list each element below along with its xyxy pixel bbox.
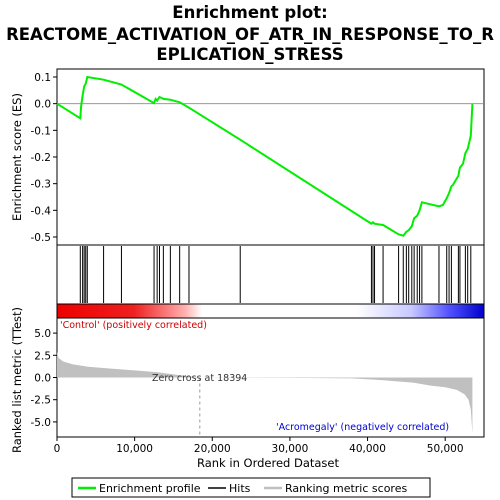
x-tick-label: 0 bbox=[54, 443, 61, 455]
positive-correlation-label: 'Control' (positively correlated) bbox=[60, 320, 207, 331]
metric-y-axis-label: Ranked list metric (TTest) bbox=[10, 307, 24, 453]
metric-y-tick-label: -2.5 bbox=[31, 395, 52, 407]
hits-panel-frame bbox=[56, 244, 485, 305]
x-axis-label: Rank in Ordered Dataset bbox=[197, 456, 340, 470]
legend-box bbox=[71, 477, 431, 498]
legend-enrichment-label: Enrichment profile bbox=[99, 482, 201, 495]
metric-x-ticks: 0 10,000 20,000 30,000 40,000 50,000 bbox=[54, 437, 464, 455]
metric-y-tick-label: 5.0 bbox=[34, 328, 51, 340]
es-panel-frame bbox=[56, 68, 485, 246]
legend-ranking-label: Ranking metric scores bbox=[285, 482, 407, 495]
hit-lines bbox=[79, 246, 472, 303]
es-y-axis-label: Enrichment score (ES) bbox=[10, 93, 24, 221]
x-tick-label: 10,000 bbox=[116, 443, 153, 455]
x-tick-label: 40,000 bbox=[349, 443, 386, 455]
enrichment-profile-line bbox=[56, 75, 474, 237]
chart-title-line-3: EPLICATION_STRESS bbox=[156, 45, 343, 64]
x-tick-label: 50,000 bbox=[427, 443, 464, 455]
es-y-tick-label: -0.1 bbox=[31, 125, 52, 137]
negative-correlation-label: 'Acromegaly' (negatively correlated) bbox=[276, 422, 449, 433]
es-y-ticks: 0.1 0.0 -0.1 -0.2 -0.3 -0.4 -0.5 bbox=[31, 72, 57, 244]
chart-title-line-2: REACTOME_ACTIVATION_OF_ATR_IN_RESPONSE_T… bbox=[6, 25, 494, 44]
metric-y-ticks: 5.0 2.5 0.0 -2.5 -5.0 bbox=[31, 328, 57, 429]
es-y-tick-label: 0.0 bbox=[34, 99, 51, 111]
es-y-tick-label: -0.5 bbox=[31, 232, 52, 244]
es-y-tick-label: 0.1 bbox=[34, 72, 51, 84]
x-tick-label: 30,000 bbox=[272, 443, 309, 455]
legend-hits-label: Hits bbox=[229, 482, 251, 495]
zero-cross-label: Zero cross at 18394 bbox=[152, 373, 247, 384]
es-y-tick-label: -0.4 bbox=[31, 205, 52, 217]
metric-y-tick-label: 0.0 bbox=[34, 373, 51, 385]
x-tick-label: 20,000 bbox=[194, 443, 231, 455]
rank-color-bar bbox=[56, 303, 485, 319]
chart-title-line-1: Enrichment plot: bbox=[172, 3, 327, 22]
metric-y-tick-label: -5.0 bbox=[31, 417, 52, 429]
es-y-tick-label: -0.2 bbox=[31, 152, 52, 164]
metric-y-tick-label: 2.5 bbox=[34, 350, 51, 362]
es-y-tick-label: -0.3 bbox=[31, 179, 52, 191]
